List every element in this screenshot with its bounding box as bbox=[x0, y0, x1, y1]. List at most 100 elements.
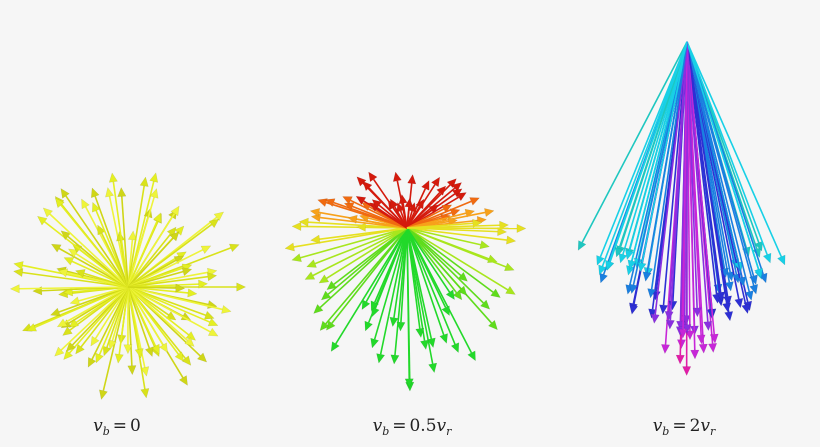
arrow-head bbox=[54, 346, 65, 357]
arrow-shaft bbox=[394, 227, 408, 356]
arrow-head bbox=[139, 176, 149, 187]
arrow-head bbox=[362, 180, 373, 192]
arrow-head bbox=[236, 282, 247, 292]
arrow-head bbox=[140, 388, 150, 399]
arrow-head bbox=[439, 333, 448, 344]
arrow-head bbox=[596, 254, 605, 266]
arrow-shaft bbox=[127, 185, 145, 288]
arrow-head bbox=[682, 324, 692, 335]
arrow-shaft bbox=[22, 271, 129, 288]
arrow-head bbox=[678, 328, 688, 339]
arrow-head bbox=[441, 204, 453, 214]
arrow-head bbox=[577, 240, 587, 251]
arrow-shaft bbox=[60, 286, 129, 351]
arrow-head bbox=[648, 308, 658, 319]
arrow-head bbox=[675, 354, 685, 365]
arrow-head bbox=[175, 283, 186, 293]
arrow-head bbox=[479, 299, 491, 310]
arrow-head bbox=[151, 343, 160, 355]
arrow-shaft bbox=[686, 41, 698, 308]
arrow-head bbox=[407, 173, 417, 185]
arrow-shaft bbox=[406, 227, 458, 294]
arrow-shaft bbox=[102, 286, 129, 391]
arrow-shaft bbox=[127, 249, 204, 288]
arrow-shaft bbox=[646, 41, 688, 273]
half-velocity-arrow-burst bbox=[284, 171, 527, 392]
arrow-head bbox=[516, 223, 527, 234]
arrow-head bbox=[415, 327, 425, 339]
arrow-head bbox=[456, 192, 467, 202]
arrow-shaft bbox=[127, 286, 189, 342]
arrow-head bbox=[376, 353, 386, 364]
arrow-head bbox=[698, 343, 708, 354]
arrow-head bbox=[415, 198, 425, 210]
arrow-shaft bbox=[65, 195, 129, 288]
arrow-head bbox=[703, 321, 713, 332]
arrow-head bbox=[457, 271, 468, 282]
arrow-shaft bbox=[406, 227, 456, 345]
arrow-shaft bbox=[91, 286, 129, 360]
arrow-head bbox=[744, 290, 754, 301]
arrow-head bbox=[716, 291, 726, 302]
arrow-head bbox=[127, 365, 137, 376]
arrow-head bbox=[319, 320, 330, 332]
arrow-shaft bbox=[682, 41, 688, 330]
arrow-shaft bbox=[94, 196, 129, 288]
arrow-head bbox=[62, 326, 73, 336]
arrow-head bbox=[370, 337, 380, 349]
arrow-head bbox=[627, 259, 637, 271]
arrow-shaft bbox=[127, 286, 223, 311]
arrow-shaft bbox=[406, 227, 411, 379]
arrow-shaft bbox=[406, 227, 421, 329]
arrow-head bbox=[144, 346, 154, 358]
arrow-head bbox=[749, 274, 758, 286]
arrow-head bbox=[291, 221, 302, 232]
caption-double: vb = 2vr bbox=[652, 416, 716, 438]
arrow-head bbox=[749, 283, 759, 295]
arrow-head bbox=[487, 319, 498, 331]
arrow-head bbox=[404, 197, 414, 208]
arrow-head bbox=[497, 227, 508, 237]
arrow-shaft bbox=[686, 41, 751, 292]
arrow-head bbox=[69, 296, 81, 306]
arrow-head bbox=[140, 366, 150, 377]
arrow-shaft bbox=[641, 41, 688, 264]
double-velocity-arrow-cone bbox=[577, 41, 786, 377]
arrow-shaft bbox=[686, 41, 755, 277]
arrow-shaft bbox=[75, 253, 129, 288]
arrow-shaft bbox=[60, 204, 129, 288]
arrow-head bbox=[505, 285, 516, 295]
arrow-shaft bbox=[121, 196, 129, 288]
arrow-head bbox=[776, 254, 786, 266]
arrow-head bbox=[152, 212, 162, 224]
arrow-shaft bbox=[393, 227, 408, 318]
arrow-head bbox=[741, 303, 751, 315]
arrow-head bbox=[9, 284, 20, 294]
arrow-head bbox=[503, 262, 515, 272]
arrow-head bbox=[356, 176, 367, 187]
arrow-shaft bbox=[127, 275, 208, 288]
arrow-head bbox=[660, 344, 671, 355]
arrow-head bbox=[467, 350, 476, 362]
arrow-head bbox=[754, 240, 764, 252]
arrow-shaft bbox=[650, 41, 688, 290]
arrow-shaft bbox=[319, 227, 408, 309]
arrow-head bbox=[174, 351, 185, 362]
arrow-head bbox=[123, 344, 133, 355]
arrow-shaft bbox=[654, 41, 688, 315]
arrow-head bbox=[457, 285, 468, 296]
arrow-head bbox=[221, 304, 232, 314]
arrow-head bbox=[614, 246, 624, 258]
arrow-head bbox=[114, 353, 124, 364]
arrow-head bbox=[618, 252, 628, 264]
arrow-shaft bbox=[64, 286, 129, 324]
arrow-head bbox=[650, 313, 660, 325]
arrow-shaft bbox=[127, 286, 190, 336]
arrow-shaft bbox=[406, 227, 451, 293]
arrow-shaft bbox=[127, 286, 176, 289]
arrow-head bbox=[396, 321, 406, 332]
arrow-shaft bbox=[686, 41, 783, 258]
arrow-head bbox=[165, 311, 177, 321]
arrow-head bbox=[342, 196, 353, 205]
arrow-shaft bbox=[608, 41, 688, 262]
